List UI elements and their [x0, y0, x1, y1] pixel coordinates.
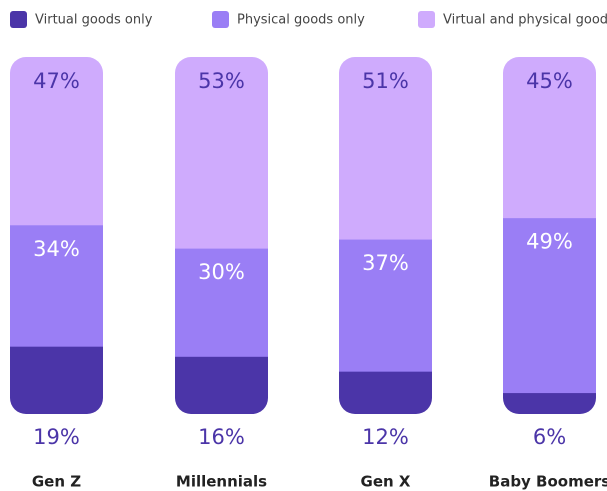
bar-group	[503, 57, 596, 414]
bar-group	[339, 57, 432, 414]
bar-segment	[339, 239, 432, 372]
legend-swatch	[418, 11, 435, 28]
bar-segment	[10, 346, 103, 414]
x-tick-label: Gen X	[361, 473, 411, 491]
bar-segment	[175, 57, 268, 249]
x-tick-label: Baby Boomers	[489, 473, 607, 491]
bar-segment	[175, 356, 268, 414]
legend-swatch	[10, 11, 27, 28]
bar-group	[175, 57, 268, 414]
bar-segment	[339, 371, 432, 414]
legend-label: Virtual and physical goods	[443, 13, 607, 28]
bar-segment	[503, 57, 596, 219]
bar-segment	[10, 57, 103, 226]
value-label: 6%	[533, 425, 566, 449]
bar-segment	[503, 217, 596, 394]
bar-segment	[175, 248, 268, 357]
value-label: 19%	[33, 425, 80, 449]
bar-segment	[503, 392, 596, 414]
bar-segment	[10, 224, 103, 347]
value-label: 37%	[362, 251, 409, 275]
legend-swatch	[212, 11, 229, 28]
value-label: 51%	[362, 69, 409, 93]
value-label: 34%	[33, 237, 80, 261]
legend-label: Physical goods only	[237, 13, 365, 28]
x-tick-label: Millennials	[176, 473, 267, 491]
value-label: 12%	[362, 425, 409, 449]
bar-group	[10, 57, 103, 414]
value-label: 30%	[198, 260, 245, 284]
legend-label: Virtual goods only	[35, 13, 153, 28]
value-label: 47%	[33, 69, 80, 93]
x-tick-label: Gen Z	[32, 473, 81, 491]
value-label: 49%	[526, 230, 573, 254]
value-label: 16%	[198, 425, 245, 449]
bar-segment	[339, 57, 432, 240]
value-label: 45%	[526, 69, 573, 93]
value-label: 53%	[198, 69, 245, 93]
